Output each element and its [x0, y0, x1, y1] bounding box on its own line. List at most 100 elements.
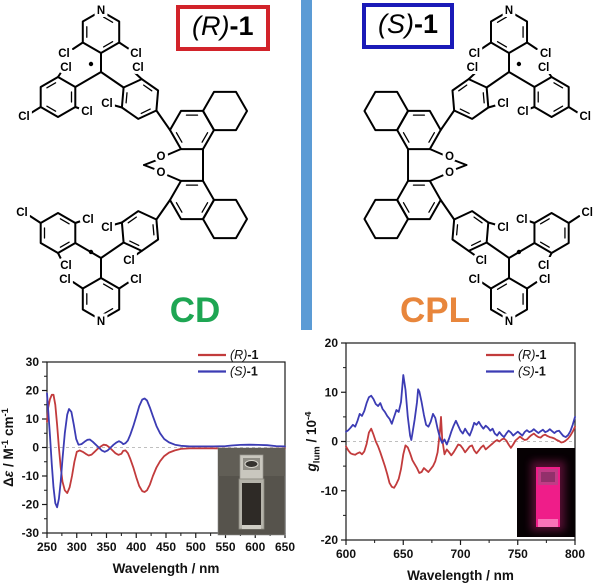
aromatic-inner-bond: [46, 105, 57, 112]
cd-heading: CD: [169, 291, 221, 330]
cpl-x-tick-label: 800: [565, 547, 585, 561]
bond: [485, 241, 510, 259]
ring-bond: [39, 212, 77, 254]
cpl-heading: CPL: [400, 291, 470, 330]
cd-x-tick-label: 250: [37, 540, 57, 554]
atom-label-cl: Cl: [130, 48, 142, 60]
bond: [508, 242, 536, 259]
cd-y-tick-label: -20: [22, 498, 40, 512]
aromatic-inner-bond: [129, 240, 140, 247]
atom-label-cl: Cl: [469, 274, 480, 286]
cpl-y-tick-label: 0: [331, 435, 338, 449]
label-r1-prefix: (R): [192, 11, 230, 41]
ring-bond: [533, 212, 570, 254]
cpl-y-tick-label: 20: [325, 336, 339, 350]
cpl-legend-label-r1: (R)-1: [518, 348, 547, 362]
cd-series-s1: [46, 392, 286, 509]
radical-dot: [88, 249, 94, 255]
aromatic-inner-bond: [402, 202, 410, 213]
atom-label-cl: Cl: [81, 106, 93, 118]
atom-label-cl: Cl: [82, 214, 94, 226]
bond: [155, 199, 171, 221]
ring-bond: [490, 277, 529, 321]
cd-y-tick-label: 20: [26, 384, 40, 398]
aromatic-inner-bond: [59, 218, 70, 225]
atom-label-o: O: [445, 167, 454, 179]
bond: [133, 71, 143, 81]
atom-label-cl: Cl: [540, 48, 551, 60]
atom-label-n: N: [505, 5, 513, 17]
cpl-y-tick-label: 10: [325, 385, 339, 399]
bond: [467, 249, 479, 258]
ring-bond: [39, 76, 77, 118]
cpl-series-s1: [345, 374, 576, 446]
cd-x-tick-label: 600: [245, 540, 265, 554]
bond: [467, 71, 478, 81]
ring-bond: [490, 10, 529, 54]
cpl-y-tick-label: -20: [321, 533, 339, 547]
atom-label-cl: Cl: [132, 62, 144, 74]
cd-x-tick-label: 550: [215, 540, 235, 554]
bond: [480, 41, 492, 50]
atom-label-cl: Cl: [123, 255, 135, 267]
aromatic-inner-bond: [125, 92, 128, 104]
bond: [100, 241, 125, 259]
aromatic-inner-bond: [428, 202, 436, 213]
bond: [439, 109, 456, 131]
cd-legend-label-r1: (R)-1: [230, 348, 259, 362]
ring-bond: [396, 179, 442, 221]
atom-label-cl: Cl: [16, 207, 28, 219]
label-box-r1: (R)-1: [176, 5, 270, 51]
aromatic-inner-bond: [175, 132, 183, 143]
bond: [546, 252, 553, 262]
bond: [57, 252, 63, 262]
radical-dot: [88, 61, 94, 67]
bond: [143, 164, 158, 171]
cd-x-tick-label: 650: [275, 540, 295, 554]
cpl-legend-label-s1: (S)-1: [518, 365, 546, 379]
label-s1-suffix: -1: [414, 9, 439, 39]
cpl-x-tick-label: 650: [393, 547, 413, 561]
cd-x-tick-label: 300: [67, 540, 87, 554]
atom-label-cl: Cl: [580, 111, 591, 123]
ring-bond: [396, 109, 442, 151]
atom-label-o: O: [157, 167, 166, 179]
aromatic-inner-bond: [455, 224, 459, 236]
bond: [72, 281, 84, 290]
aromatic-inner-bond: [553, 82, 564, 89]
aromatic-inner-bond: [102, 283, 114, 290]
cpl-x-tick-label: 700: [450, 547, 470, 561]
radical-dot: [516, 61, 522, 67]
bond: [480, 281, 492, 290]
atom-label-cl: Cl: [538, 62, 549, 74]
cpl-y-tick-label: -10: [321, 484, 339, 498]
atom-label-n: N: [97, 5, 105, 17]
bond: [100, 71, 125, 89]
aromatic-inner-bond: [496, 16, 508, 23]
bond: [428, 148, 445, 156]
atom-label-cl: Cl: [60, 260, 72, 272]
ring-bond: [363, 90, 410, 132]
bond: [72, 41, 84, 50]
ring-bond: [120, 210, 160, 252]
atom-label-cl: Cl: [582, 207, 593, 219]
bond: [118, 281, 130, 290]
bond: [487, 104, 499, 109]
aromatic-inner-bond: [402, 132, 410, 143]
cuvette-liquid: [242, 483, 261, 525]
aromatic-inner-bond: [553, 105, 564, 112]
bond: [452, 159, 468, 166]
atom-label-cl: Cl: [497, 98, 508, 110]
atom-label-cl: Cl: [517, 106, 528, 118]
aromatic-inner-bond: [482, 92, 485, 104]
ring-bond: [120, 78, 160, 120]
cuvette-opening: [244, 460, 259, 468]
atom-label-n: N: [505, 316, 513, 328]
label-s1-prefix: (S): [378, 9, 414, 39]
label-r1-suffix: -1: [229, 11, 254, 41]
aromatic-inner-bond: [127, 216, 137, 224]
bond: [74, 242, 102, 259]
ring-bond: [81, 277, 121, 321]
ring-bond: [533, 76, 570, 118]
